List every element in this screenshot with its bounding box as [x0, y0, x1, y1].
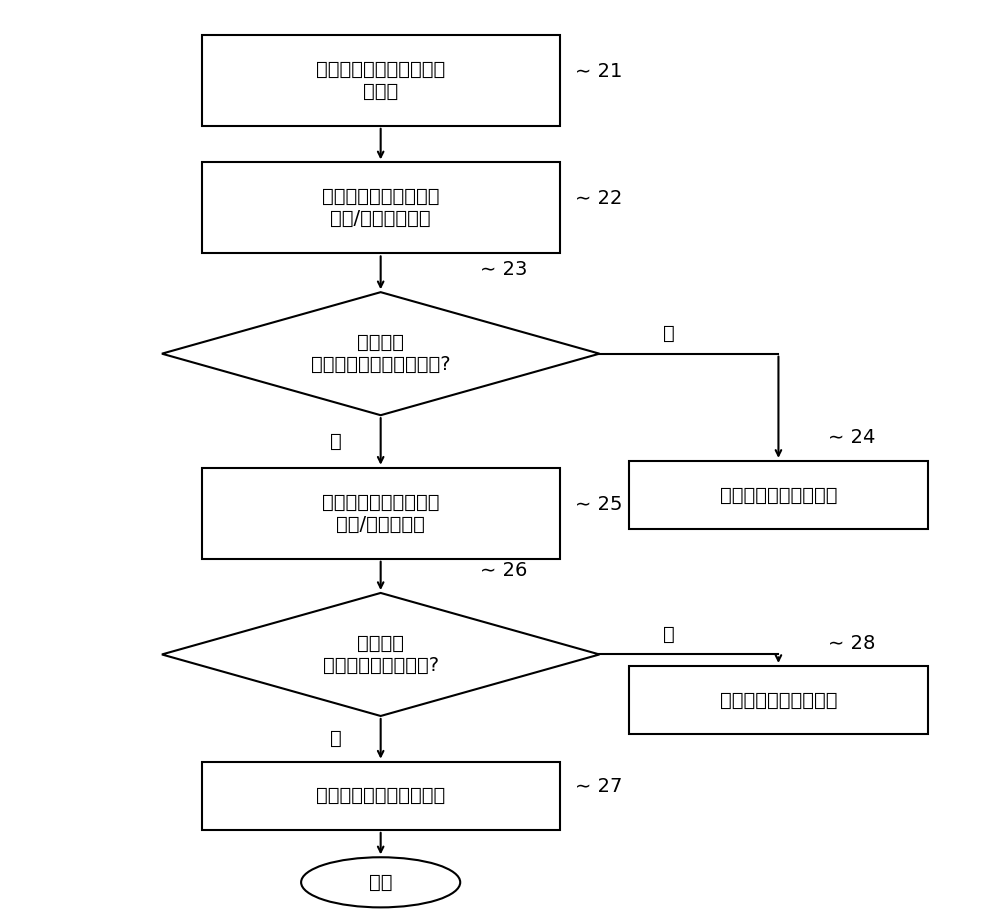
Text: 第一主板执行关机动作: 第一主板执行关机动作 [720, 691, 837, 710]
Text: ∼ 24: ∼ 24 [828, 428, 876, 447]
Text: ∼ 23: ∼ 23 [480, 260, 527, 279]
Text: ∼ 21: ∼ 21 [575, 61, 622, 81]
Text: ∼ 25: ∼ 25 [575, 494, 622, 514]
Text: 结束: 结束 [369, 873, 392, 892]
FancyBboxPatch shape [629, 666, 928, 735]
FancyBboxPatch shape [202, 35, 560, 126]
Ellipse shape [301, 857, 460, 908]
Text: ∼ 27: ∼ 27 [575, 777, 622, 796]
Text: 第一主板
是否读取到关机状态信号?: 第一主板 是否读取到关机状态信号? [311, 333, 450, 374]
Text: 否: 否 [663, 624, 675, 644]
FancyBboxPatch shape [202, 162, 560, 253]
Text: ∼ 28: ∼ 28 [828, 634, 876, 653]
Text: 控制按钮被按下，发出上
电信号: 控制按钮被按下，发出上 电信号 [316, 60, 445, 101]
Polygon shape [162, 293, 599, 415]
Text: 第一针脚
是否输出低电平信号?: 第一针脚 是否输出低电平信号? [323, 634, 439, 675]
FancyBboxPatch shape [629, 460, 928, 529]
Text: 第一主板不执行关机动作: 第一主板不执行关机动作 [316, 786, 445, 805]
Text: 第一主板执行开机动作: 第一主板执行开机动作 [720, 485, 837, 504]
FancyBboxPatch shape [202, 761, 560, 830]
Text: ∼ 26: ∼ 26 [480, 560, 527, 580]
Text: 是: 是 [663, 324, 675, 343]
FancyBboxPatch shape [202, 468, 560, 558]
Text: 否: 否 [330, 432, 342, 451]
Text: 是: 是 [330, 729, 342, 748]
Text: 第一主板读取自身系统
的开/关机状态信号: 第一主板读取自身系统 的开/关机状态信号 [322, 187, 439, 228]
Text: 第一主板读取第一针脚
的高/低电平信号: 第一主板读取第一针脚 的高/低电平信号 [322, 492, 439, 534]
Text: ∼ 22: ∼ 22 [575, 189, 622, 208]
Polygon shape [162, 593, 599, 716]
